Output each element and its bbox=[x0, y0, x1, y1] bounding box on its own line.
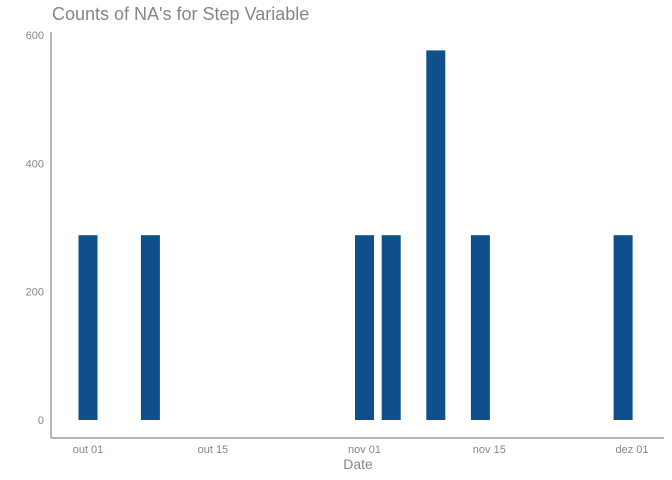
y-ticks: 0 200 400 600 bbox=[26, 30, 44, 427]
y-tick-label: 400 bbox=[26, 158, 44, 170]
y-tick-label: 0 bbox=[38, 415, 44, 427]
y-tick-label: 200 bbox=[26, 287, 44, 299]
y-tick-label: 600 bbox=[26, 30, 44, 42]
bar-2012-11-30 bbox=[613, 235, 633, 420]
x-tick-label: dez 01 bbox=[615, 444, 648, 456]
bar-2012-11-04 bbox=[381, 235, 401, 420]
x-axis-label: Date bbox=[343, 456, 373, 472]
x-tick-label: nov 15 bbox=[473, 444, 506, 456]
bar-2012-10-08 bbox=[140, 235, 160, 420]
bar-2012-11-01 bbox=[355, 235, 374, 420]
x-tick-label: out 01 bbox=[73, 444, 104, 456]
bar-2012-10-01 bbox=[78, 235, 98, 420]
bar-2012-11-14 bbox=[470, 235, 490, 420]
chart-title: Counts of NA's for Step Variable bbox=[52, 4, 310, 24]
bars-group bbox=[78, 50, 633, 421]
x-tick-label: out 15 bbox=[198, 444, 229, 456]
x-ticks: out 01 out 15 nov 01 nov 15 dez 01 bbox=[73, 444, 649, 456]
x-tick-label: nov 01 bbox=[348, 444, 381, 456]
bar-2012-11-09 bbox=[426, 50, 446, 421]
